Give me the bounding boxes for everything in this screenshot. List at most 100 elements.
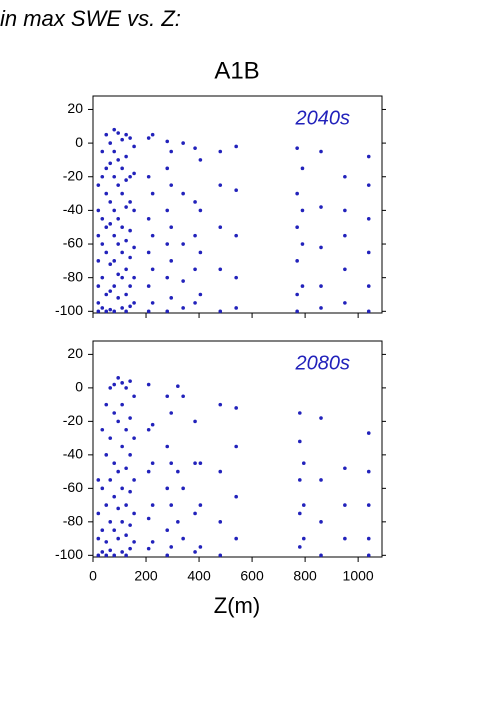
scatter-point [132,394,136,399]
scatter-point [108,289,113,293]
scatter-point [108,307,113,312]
scatter-point [234,494,238,499]
scatter-point [104,453,109,457]
y-tick-label: 0 [75,134,83,150]
scatter-point [169,296,174,300]
scatter-point [146,516,151,521]
scatter-point [234,406,238,410]
scatter-point [181,279,185,283]
scatter-point [198,208,203,213]
scatter-point [116,296,120,300]
scatter-point [181,394,185,399]
scatter-point [150,301,155,305]
scatter-point [104,250,109,255]
scatter-point [112,528,117,533]
scatter-point [366,431,371,435]
scatter-point [150,540,155,544]
scatter-point [319,416,323,420]
scatter-point [128,546,132,551]
scatter-point [112,127,117,132]
scatter-point [108,436,113,440]
scatter-point [218,267,223,272]
scatter-point [169,461,174,466]
scatter-point [100,174,105,179]
scatter-point [104,309,109,314]
scatter-point [234,306,238,310]
scatter-point [181,191,185,196]
y-tick-label: -80 [63,268,83,284]
x-tick-label: 600 [240,568,264,584]
scatter-point [343,233,347,238]
scatter-point [116,536,120,541]
scatter-point [96,233,101,238]
scatter-point [169,503,174,507]
scatter-point [193,511,197,516]
scatter-point [165,444,170,449]
scatter-point [120,381,124,385]
plot-frame [92,95,383,314]
scatter-point [124,553,128,558]
scatter-point [104,225,109,230]
scatter-point [181,306,185,310]
scatter-point [146,427,151,432]
scatter-point [100,216,105,221]
y-tick-label: -40 [63,446,83,462]
scatter-point [343,301,347,305]
scatter-point [116,419,120,424]
scatter-point [150,422,155,427]
x-tick-label: 0 [89,568,97,584]
scatter-point [124,503,128,507]
scatter-point [124,267,128,272]
scatter-point [108,478,113,482]
scatter-point [132,144,136,149]
scatter-point [193,200,197,204]
scatter-point [96,301,101,305]
scatter-point [104,540,109,544]
scatter-point [198,158,203,162]
chart-title: A1B [214,57,259,84]
scatter-point [366,284,371,288]
scatter-point [96,536,101,541]
scatter-point [104,503,109,507]
scatter-point [181,536,185,541]
scatter-point [218,520,223,524]
scatter-point [234,144,238,149]
scatter-point [104,553,109,558]
panel-annotation: 2040s [295,107,351,129]
scatter-point [298,478,302,482]
scatter-point [343,466,347,471]
scatter-point [96,553,101,558]
scatter-point [169,545,174,549]
scatter-point [120,250,124,255]
y-tick-label: -20 [63,167,83,183]
scatter-point [132,511,136,516]
scatter-point [96,259,101,263]
scatter-point [112,208,117,213]
scatter-point [198,292,203,297]
scatter-point [132,275,136,280]
y-tick-label: -100 [55,302,83,318]
scatter-point [128,174,132,179]
scatter-point [169,183,174,187]
scatter-point [120,402,124,407]
scatter-point [319,520,323,524]
scatter-point [108,222,113,226]
scatter-point [234,233,238,238]
x-axis-label: Z(m) [214,593,260,618]
y-tick-label: -60 [63,479,83,495]
scatter-point [104,402,109,407]
scatter-point [112,411,117,415]
scatter-point [198,503,203,507]
scatter-point [120,486,124,491]
scatter-point [124,533,128,538]
scatter-point [234,188,238,193]
y-tick-label: 20 [67,100,83,116]
scatter-point [218,553,223,558]
scatter-point [298,545,302,549]
scatter-point [150,503,155,507]
scatter-point [169,259,174,263]
scatter-point [112,174,117,179]
scatter-point [300,242,305,246]
scatter-point [120,520,124,524]
